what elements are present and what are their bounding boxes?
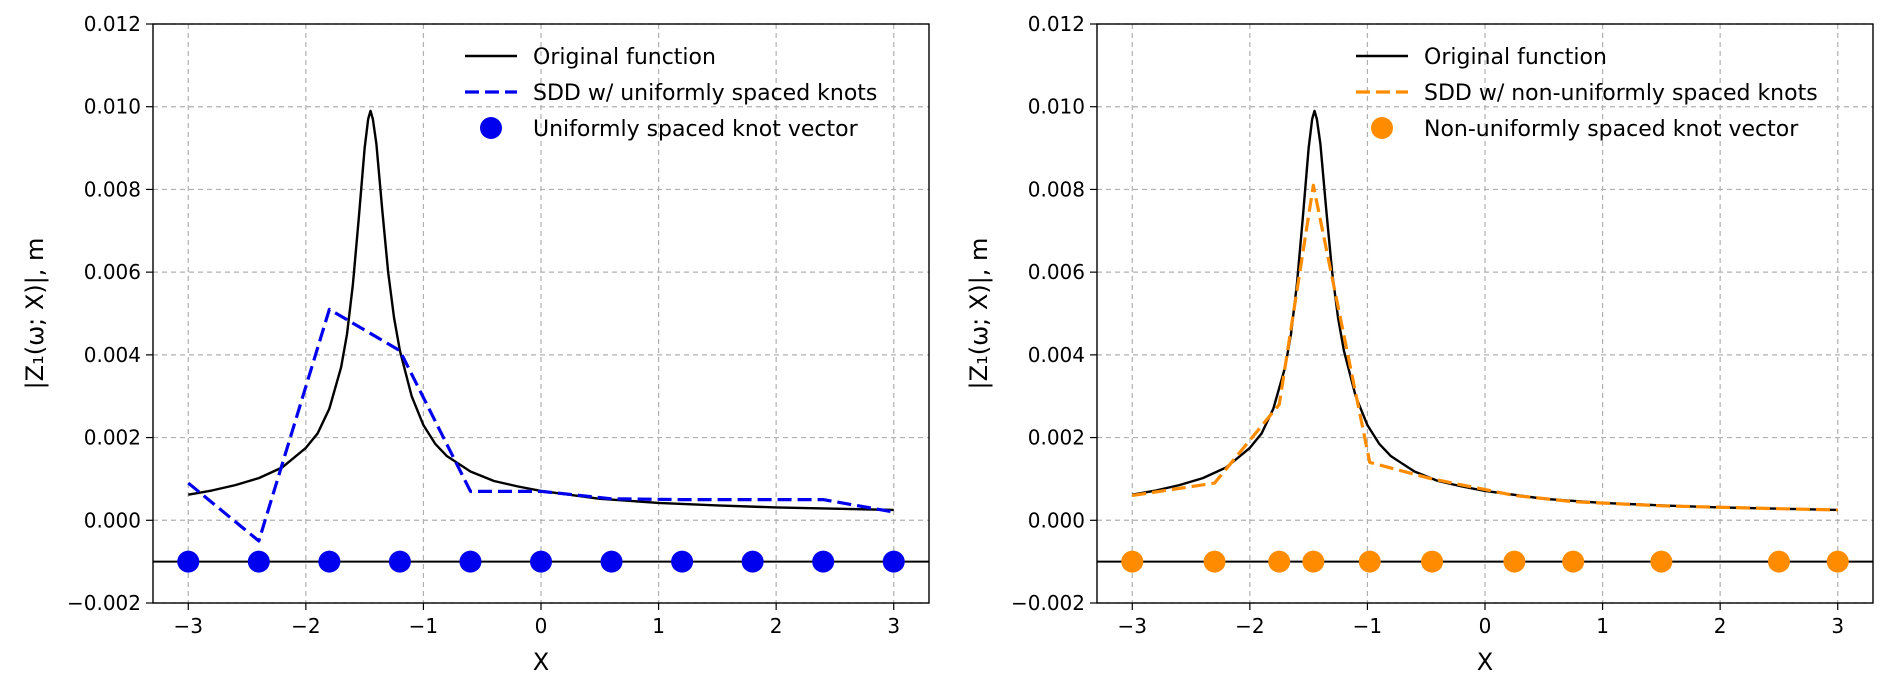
legend-swatch-knots	[1371, 117, 1393, 139]
axes-frame	[152, 23, 930, 604]
x-tick-label: −1	[1353, 614, 1382, 638]
legend-label-knots: Uniformly spaced knot vector	[533, 117, 859, 142]
knot-marker	[600, 550, 623, 573]
x-tick-label: 1	[652, 614, 665, 638]
y-tick-label: 0.008	[1028, 177, 1085, 201]
x-tick-label: 3	[1831, 614, 1844, 638]
legend-label-original: Original function	[533, 45, 716, 70]
knot-marker	[1826, 550, 1849, 573]
x-tick-label: 2	[770, 614, 783, 638]
left-chart-panel: −3 −2 −1 0 1 2 3 −0.002 0.000 0.002 0.004 0.006 0.00…	[21, 12, 930, 676]
knot-marker	[1650, 550, 1673, 573]
y-tick-label: −0.002	[67, 591, 141, 615]
y-axis-label: |Z₁(ω; X)|, m	[21, 238, 49, 390]
y-tick-label: 0.004	[1028, 343, 1085, 367]
y-tick-label: 0.000	[84, 508, 141, 532]
knot-marker	[1767, 550, 1790, 573]
knot-marker	[1268, 550, 1291, 573]
knot-marker	[1203, 550, 1226, 573]
knot-marker	[882, 550, 905, 573]
knot-marker	[459, 550, 482, 573]
x-tick-label: 3	[887, 614, 900, 638]
knot-marker	[1121, 550, 1144, 573]
plot-area	[1097, 109, 1873, 563]
sdd-approximation-line	[187, 307, 895, 543]
x-tick-label: −3	[1118, 614, 1147, 638]
x-tick-label: −2	[1235, 614, 1264, 638]
legend-label-sdd: SDD w/ non-uniformly spaced knots	[1424, 81, 1818, 106]
knot-marker	[318, 550, 341, 573]
y-tick-label: 0.010	[1028, 95, 1085, 119]
y-tick-label: 0.004	[84, 343, 141, 367]
y-axis-label: |Z₁(ω; X)|, m	[965, 238, 993, 390]
y-tick-label: 0.012	[84, 12, 141, 36]
legend-label-original: Original function	[1424, 45, 1607, 70]
knot-marker	[1503, 550, 1526, 573]
y-tick-label: 0.006	[1028, 260, 1085, 284]
right-chart-panel: −3 −2 −1 0 1 2 3 −0.002 0.000 0.002 0.004 0.006 0.00…	[965, 12, 1874, 676]
legend-swatch-knots	[480, 117, 502, 139]
y-tick-label: −0.002	[1011, 591, 1085, 615]
knot-marker	[741, 550, 764, 573]
y-tick-label: 0.012	[1028, 12, 1085, 36]
y-tick-label: 0.006	[84, 260, 141, 284]
x-tick-label: 0	[535, 614, 548, 638]
knot-marker	[671, 550, 694, 573]
y-tick-label: 0.000	[1028, 508, 1085, 532]
x-tick-label: −2	[291, 614, 320, 638]
knot-marker	[1421, 550, 1444, 573]
knot-marker	[247, 550, 270, 573]
knot-marker	[530, 550, 552, 573]
x-axis-label: X	[533, 648, 549, 676]
y-tick-label: 0.008	[84, 177, 141, 201]
legend: Original function SDD w/ uniformly spaced…	[465, 45, 877, 142]
axes-frame	[1096, 23, 1874, 604]
x-axis-label: X	[1477, 648, 1493, 676]
y-tick-label: 0.002	[84, 426, 141, 450]
knot-marker	[388, 550, 411, 573]
y-tick-label: 0.010	[84, 95, 141, 119]
x-tick-label: 2	[1714, 614, 1727, 638]
knot-marker	[812, 550, 835, 573]
knot-marker	[1358, 550, 1381, 573]
x-tick-label: −3	[174, 614, 203, 638]
y-tick-label: 0.002	[1028, 426, 1085, 450]
x-tick-label: 0	[1479, 614, 1492, 638]
legend-label-sdd: SDD w/ uniformly spaced knots	[533, 81, 877, 106]
x-tick-label: 1	[1596, 614, 1609, 638]
sdd-approximation-line	[1132, 183, 1838, 512]
knot-marker	[1562, 550, 1585, 573]
knot-marker	[177, 550, 200, 573]
legend-label-knots: Non-uniformly spaced knot vector	[1424, 117, 1799, 142]
knot-marker	[1302, 550, 1325, 573]
x-tick-label: −1	[409, 614, 438, 638]
legend: Original function SDD w/ non-uniformly sp…	[1356, 45, 1818, 142]
